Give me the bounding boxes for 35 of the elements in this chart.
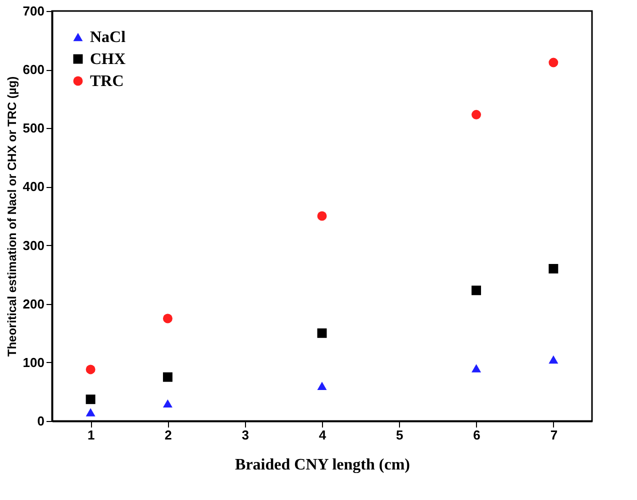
- legend-label: NaCl: [90, 29, 126, 46]
- y-tick-label: 700: [22, 4, 44, 18]
- y-tick-label: 0: [37, 414, 44, 428]
- point: [317, 211, 327, 221]
- legend-label: CHX: [90, 51, 126, 68]
- y-axis-title: Theoritical estimation of Nacl or CHX or TRC (µg): [4, 76, 19, 357]
- y-tick-label: 400: [22, 179, 44, 194]
- point: [162, 314, 172, 324]
- point: [317, 328, 327, 338]
- y-tick-label: 100: [22, 354, 44, 370]
- point: [86, 408, 96, 416]
- y-tick-label: 500: [22, 120, 44, 136]
- x-tick-label: 2: [164, 428, 172, 442]
- x-tick-label: 1: [87, 428, 95, 442]
- point: [548, 264, 558, 274]
- point: [162, 372, 172, 382]
- x-tick-label: 3: [242, 428, 249, 442]
- point: [472, 364, 482, 372]
- legend-label: TRC: [90, 73, 124, 90]
- point: [472, 286, 482, 296]
- y-tick-label: 600: [22, 62, 44, 78]
- x-tick-label: 5: [396, 428, 404, 442]
- point: [317, 382, 327, 390]
- point: [86, 364, 96, 374]
- x-tick-label: 6: [473, 428, 480, 442]
- point: [162, 399, 172, 408]
- y-tick-label: 200: [22, 296, 44, 312]
- point: [472, 110, 482, 120]
- x-axis-title: Braided CNY length (cm): [235, 456, 410, 474]
- point: [86, 394, 96, 404]
- x-tick-label: 7: [550, 428, 558, 442]
- point: [548, 355, 558, 364]
- y-tick-label: 300: [22, 238, 44, 253]
- x-tick-label: 4: [318, 428, 327, 442]
- point: [548, 58, 558, 68]
